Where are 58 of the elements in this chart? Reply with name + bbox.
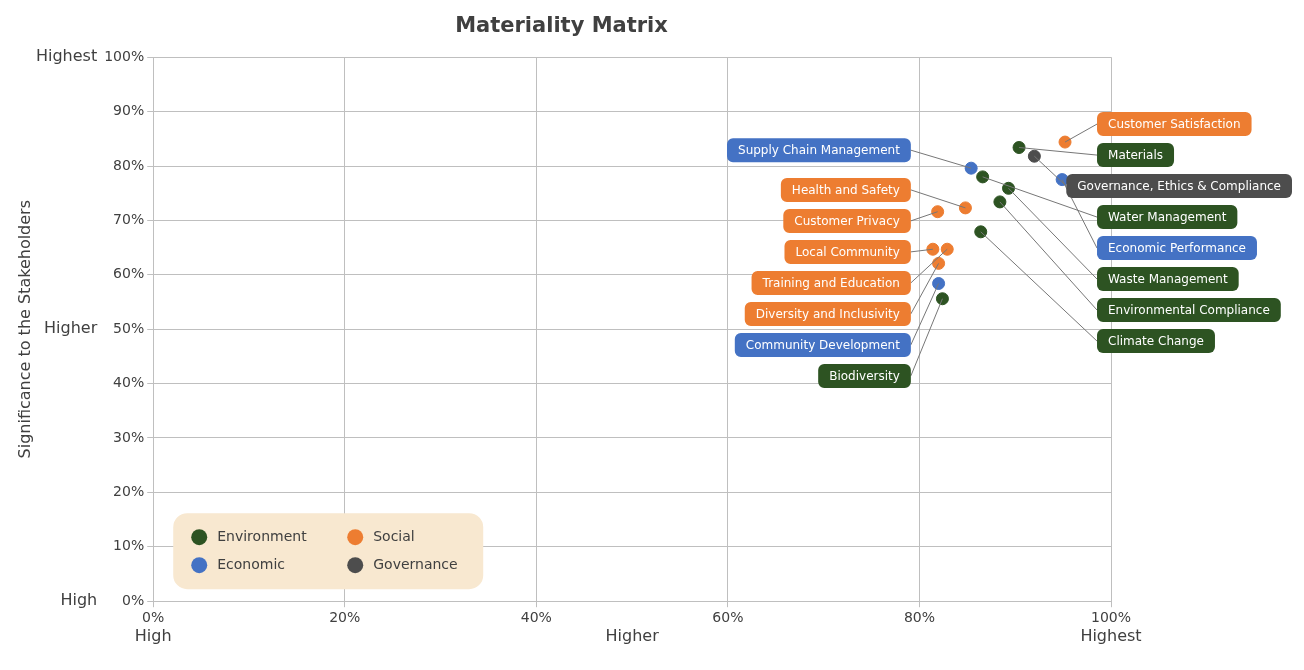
- annotation: Waste Management: [1108, 272, 1228, 287]
- annotation: Biodiversity: [829, 369, 900, 384]
- annotation: Diversity and Inclusivity: [755, 307, 900, 322]
- text: Highest: [35, 46, 98, 66]
- y-tick-label: 90%: [113, 102, 145, 119]
- annotation: Training and Education: [761, 276, 900, 291]
- legend-label: Environment: [217, 527, 308, 544]
- annotation: Climate Change: [1108, 334, 1204, 349]
- y-tick-label: 80%: [113, 156, 145, 173]
- annotation: Local Community: [795, 245, 900, 260]
- point: [993, 195, 1007, 209]
- x-tick-label: 60%: [712, 609, 744, 626]
- point: [940, 242, 954, 256]
- x-tick-label: 80%: [903, 609, 936, 626]
- annotation: Customer Satisfaction: [1108, 117, 1241, 132]
- y-tick-label: 20%: [113, 483, 145, 500]
- legend-label: Economic: [217, 555, 286, 572]
- annotation: Economic Performance: [1108, 241, 1246, 256]
- chart-title: Materiality Matrix: [455, 13, 669, 38]
- y-axis-title: Significance to the Stakeholders: [14, 199, 34, 459]
- text: High: [60, 590, 98, 610]
- annotation: Water Management: [1108, 210, 1227, 225]
- x-tick-label: 20%: [329, 609, 361, 626]
- text: Higher: [44, 318, 98, 338]
- point: [1012, 141, 1026, 154]
- text: High: [134, 626, 172, 646]
- point: [932, 277, 946, 290]
- x-tick-label: 0%: [142, 609, 165, 626]
- point: [1027, 149, 1041, 163]
- point: [926, 242, 940, 256]
- annotation: Environmental Compliance: [1108, 303, 1270, 318]
- y-tick-label: 100%: [104, 47, 145, 64]
- y-tick-label: 10%: [113, 537, 145, 554]
- y-tick-label: 70%: [113, 211, 145, 228]
- point: [931, 205, 945, 219]
- point: [964, 161, 978, 175]
- point: [974, 225, 988, 239]
- annotation: Supply Chain Management: [738, 143, 901, 158]
- annotation: Health and Safety: [791, 183, 900, 198]
- text: Highest: [1080, 626, 1142, 646]
- annotation: Materials: [1108, 148, 1164, 163]
- y-tick-label: 0%: [122, 591, 145, 608]
- x-tick-label: 100%: [1090, 609, 1132, 626]
- y-tick-label: 40%: [113, 374, 145, 391]
- y-tick-label: 50%: [113, 319, 145, 336]
- legend-label: Social: [373, 527, 415, 544]
- point: [958, 201, 972, 215]
- legend-label: Governance: [373, 555, 458, 572]
- point: [1058, 135, 1072, 149]
- point: [935, 292, 949, 306]
- annotation: Customer Privacy: [794, 214, 900, 229]
- x-tick-label: 40%: [520, 609, 552, 626]
- point: [976, 170, 990, 184]
- y-tick-label: 30%: [113, 428, 145, 445]
- annotation: Governance, Ethics & Compliance: [1077, 179, 1281, 194]
- text: Higher: [605, 626, 660, 646]
- annotation: Community Development: [745, 338, 901, 353]
- y-tick-label: 60%: [113, 265, 145, 282]
